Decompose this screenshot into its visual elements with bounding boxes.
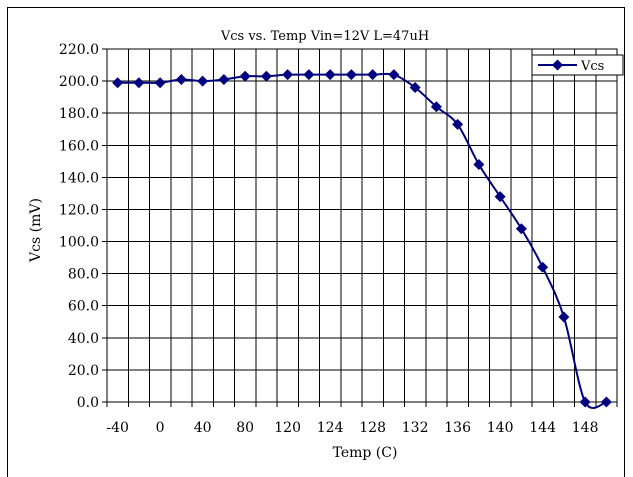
data-point-marker bbox=[175, 73, 187, 85]
data-point-marker bbox=[303, 69, 315, 81]
y-tick-label: 40.0 bbox=[68, 331, 99, 347]
x-tick-label: 140 bbox=[487, 420, 514, 436]
x-axis-ticks: -40 0 40 80 120 124 128 132 136 140 144 148 bbox=[106, 402, 618, 436]
data-point-marker bbox=[430, 101, 442, 113]
data-point-marker bbox=[282, 69, 294, 81]
data-point-marker bbox=[537, 261, 549, 273]
data-point-marker bbox=[388, 69, 400, 81]
y-axis-title: Vcs (mV) bbox=[28, 198, 44, 263]
x-tick-label: 40 bbox=[194, 420, 212, 436]
x-tick-label: 128 bbox=[359, 420, 386, 436]
legend-marker bbox=[552, 59, 563, 71]
y-tick-label: 0.0 bbox=[77, 395, 99, 411]
y-tick-label: 220.0 bbox=[59, 42, 99, 58]
y-axis-ticks: 0.0 20.0 40.0 60.0 80.0 100.0 120.0 140.0 160.0 1… bbox=[59, 42, 107, 411]
data-point-marker bbox=[558, 311, 570, 323]
data-point-marker bbox=[133, 77, 145, 89]
x-tick-label: -40 bbox=[106, 420, 129, 436]
y-tick-label: 100.0 bbox=[59, 235, 99, 251]
series-group bbox=[112, 69, 612, 409]
y-tick-label: 140.0 bbox=[59, 170, 99, 186]
data-point-marker bbox=[324, 69, 336, 81]
y-tick-label: 80.0 bbox=[68, 267, 99, 283]
data-point-marker bbox=[197, 75, 209, 87]
data-point-marker bbox=[112, 77, 124, 89]
data-point-marker bbox=[600, 396, 612, 408]
y-tick-label: 160.0 bbox=[59, 138, 99, 154]
x-axis-title: Temp (C) bbox=[333, 445, 398, 461]
data-point-marker bbox=[494, 191, 506, 203]
x-tick-label: 132 bbox=[402, 420, 429, 436]
x-tick-label: 80 bbox=[236, 420, 254, 436]
data-point-marker bbox=[260, 70, 272, 82]
data-point-marker bbox=[579, 396, 591, 408]
y-tick-label: 180.0 bbox=[59, 106, 99, 122]
data-point-marker bbox=[218, 73, 230, 85]
data-point-marker bbox=[409, 82, 421, 94]
data-point-marker bbox=[154, 77, 166, 89]
x-tick-label: 124 bbox=[317, 420, 344, 436]
x-tick-label: 0 bbox=[156, 420, 165, 436]
data-point-marker bbox=[452, 118, 464, 130]
chart-title: Vcs vs. Temp Vin=12V L=47uH bbox=[220, 29, 429, 44]
data-point-marker bbox=[239, 70, 251, 82]
legend: Vcs bbox=[531, 54, 624, 76]
data-point-marker bbox=[473, 159, 485, 171]
x-tick-label: 136 bbox=[444, 420, 471, 436]
y-tick-label: 200.0 bbox=[59, 74, 99, 90]
chart-border bbox=[7, 7, 625, 477]
x-tick-label: 148 bbox=[572, 420, 599, 436]
data-point-marker bbox=[367, 69, 379, 81]
grid bbox=[107, 49, 617, 402]
legend-label: Vcs bbox=[580, 59, 604, 74]
y-tick-label: 120.0 bbox=[59, 202, 99, 218]
y-tick-label: 60.0 bbox=[68, 299, 99, 315]
y-tick-label: 20.0 bbox=[68, 363, 99, 379]
legend-box bbox=[531, 54, 624, 76]
data-point-marker bbox=[515, 223, 527, 235]
x-tick-label: 120 bbox=[274, 420, 301, 436]
x-tick-label: 144 bbox=[529, 420, 556, 436]
data-point-marker bbox=[345, 69, 357, 81]
